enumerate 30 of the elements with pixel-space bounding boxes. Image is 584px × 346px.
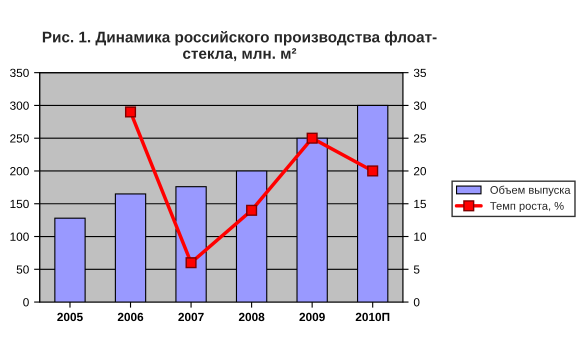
y-tick-label: 0 (23, 298, 29, 306)
x-tick-label: 2008 (238, 312, 264, 322)
y2-tick-label: 30 (414, 101, 426, 110)
chart-title: Рис. 1. Динамика российского производства флоат- стекла, млн. м² (42, 30, 437, 62)
x-tick-label: 2010П (356, 312, 390, 322)
y2-tick-label: 35 (414, 68, 426, 78)
legend-label: Темп роста, % (490, 202, 564, 212)
y-tick-label: 50 (16, 265, 29, 274)
x-tick-label: 2006 (118, 312, 144, 322)
y-tick-label: 300 (10, 101, 29, 110)
legend-label: Объем выпуска (490, 186, 571, 196)
point (186, 257, 197, 268)
point (246, 204, 258, 216)
x-tick-label: 2005 (57, 312, 83, 322)
y-tick-label: 100 (10, 232, 29, 241)
point (124, 106, 136, 118)
y-tick-label: 350 (10, 68, 29, 78)
y2-tick-label: 5 (414, 265, 420, 274)
y-tick-label: 250 (10, 134, 29, 143)
y2-tick-label: 15 (414, 200, 426, 208)
point (367, 165, 378, 177)
y-tick-label: 150 (10, 200, 29, 208)
y2-tick-label: 25 (414, 134, 426, 143)
y-tick-label: 200 (10, 167, 29, 176)
point (306, 132, 318, 144)
y2-tick-label: 20 (414, 167, 426, 176)
y2-tick-label: 10 (414, 232, 426, 241)
x-tick-label: 2009 (299, 312, 325, 322)
x-tick-label: 2007 (178, 312, 204, 322)
y2-tick-label: 0 (414, 298, 420, 306)
